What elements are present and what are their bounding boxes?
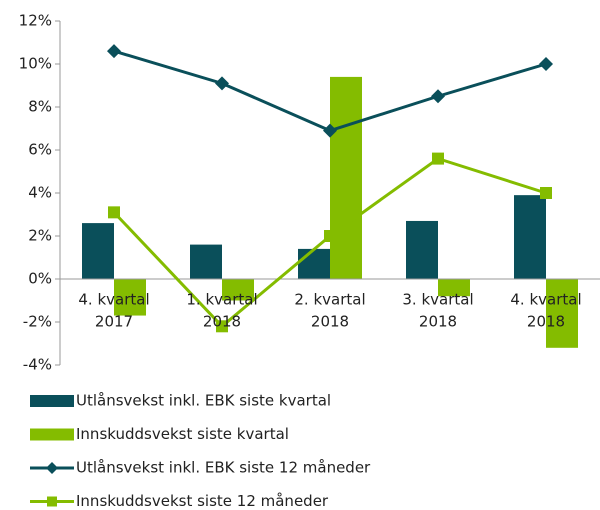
y-tick-label: 10% [19, 55, 52, 73]
legend-marker [46, 462, 58, 474]
marker [323, 123, 337, 138]
y-tick-label: -2% [23, 313, 52, 331]
y-tick-label: 12% [19, 12, 52, 30]
y-tick-label: -4% [23, 356, 52, 374]
bar [514, 195, 546, 279]
y-tick-label: 8% [28, 98, 52, 116]
legend-marker [47, 496, 57, 507]
marker [431, 89, 445, 104]
y-tick-label: 0% [28, 270, 52, 288]
x-tick-label: 2017 [95, 313, 133, 331]
bar [190, 244, 222, 279]
marker [540, 187, 552, 199]
bar [298, 248, 330, 279]
marker [216, 320, 228, 333]
marker [539, 57, 553, 71]
x-tick-label: 4. kvartal [78, 291, 149, 309]
marker [215, 76, 229, 91]
bar [114, 279, 146, 316]
x-tick-label: 2018 [527, 313, 565, 331]
x-tick-label: 4. kvartal [510, 291, 581, 309]
legend-swatch [30, 428, 74, 441]
bar [546, 279, 578, 348]
legend-label: Innskuddsvekst siste 12 måneder [76, 492, 329, 510]
y-tick-label: 4% [28, 184, 52, 202]
bar [82, 223, 114, 279]
x-tick-label: 2018 [203, 313, 241, 331]
x-tick-label: 2. kvartal [294, 291, 365, 309]
x-tick-label: 3. kvartal [402, 291, 473, 309]
bar [406, 220, 438, 279]
marker [107, 44, 121, 59]
y-tick-label: 2% [28, 227, 52, 245]
legend-label: Utlånsvekst inkl. EBK siste kvartal [76, 392, 331, 410]
legend-label: Innskuddsvekst siste kvartal [76, 425, 289, 443]
bar [222, 279, 254, 301]
marker [432, 152, 444, 165]
legend-swatch [30, 395, 74, 407]
y-tick-label: 6% [28, 141, 52, 159]
marker [108, 206, 120, 219]
bar [438, 279, 470, 297]
x-tick-label: 2018 [419, 313, 457, 331]
bar [330, 76, 362, 280]
legend-label: Utlånsvekst inkl. EBK siste 12 måneder [76, 459, 371, 477]
x-tick-label: 1. kvartal [186, 291, 257, 309]
marker [324, 230, 336, 242]
x-tick-label: 2018 [311, 313, 349, 331]
